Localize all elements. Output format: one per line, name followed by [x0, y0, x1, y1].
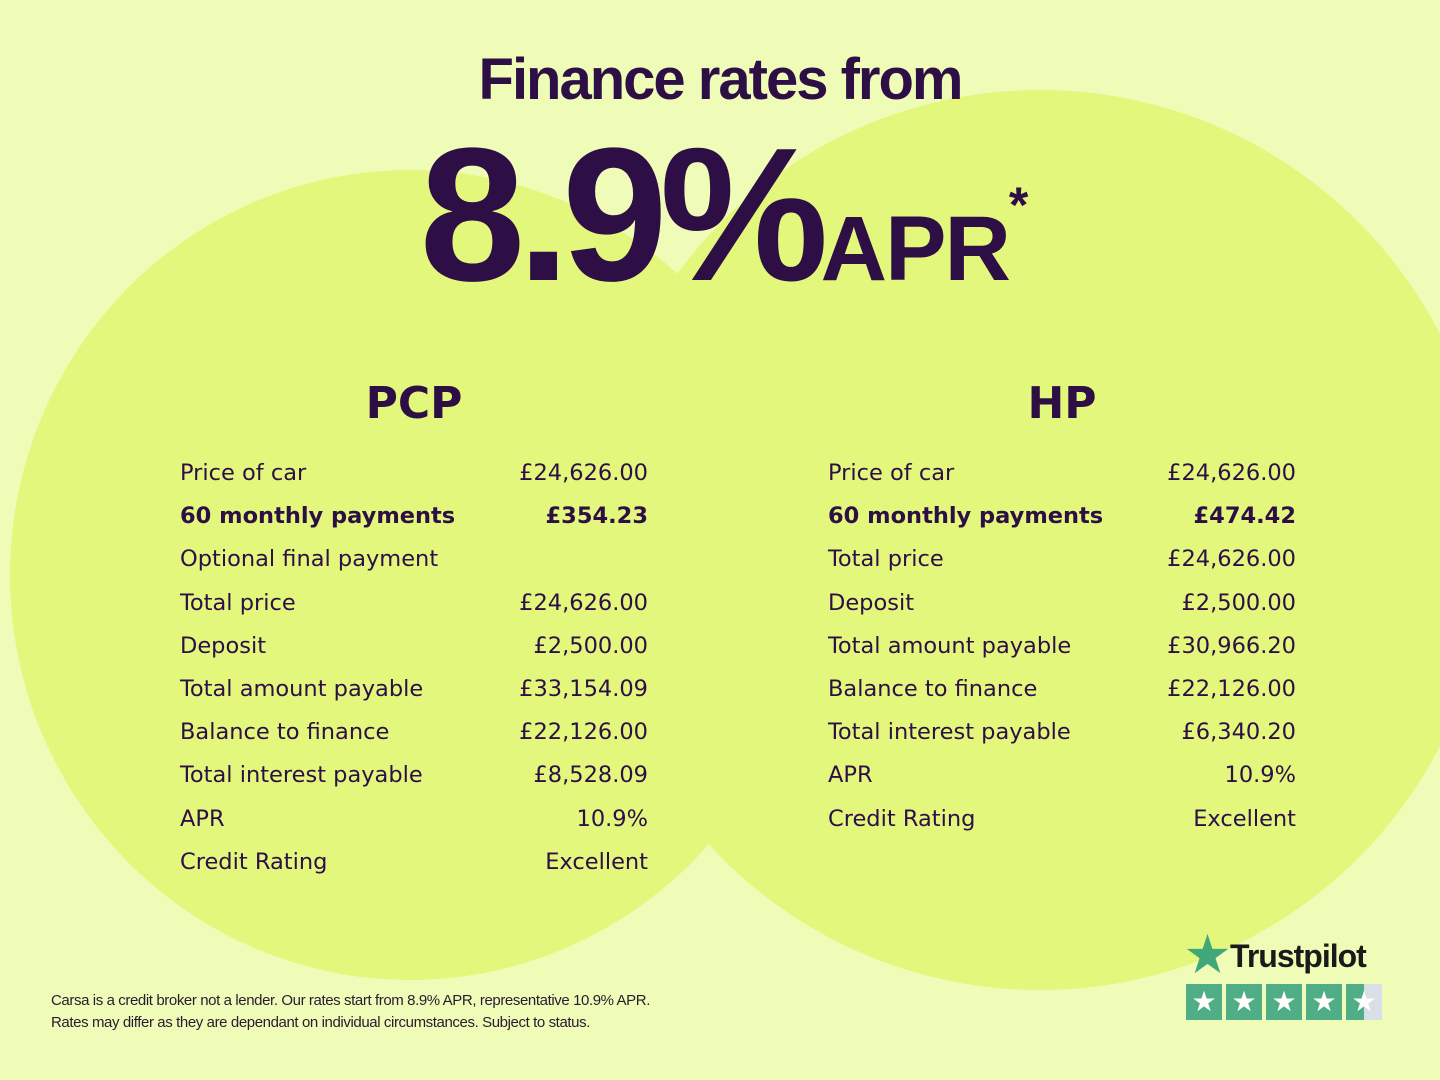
row-label: Deposit — [828, 589, 915, 616]
table-row: Optional final payment — [180, 538, 648, 581]
hp-title: HP — [1027, 378, 1097, 429]
row-value: £24,626.00 — [519, 460, 648, 486]
row-label: Total price — [828, 546, 944, 573]
row-value: £24,626.00 — [519, 589, 648, 616]
table-row: Total interest payable £8,528.09 — [180, 754, 648, 797]
row-label: APR — [828, 762, 873, 789]
rate-value: 8.9% — [419, 109, 829, 321]
rating-star-icon: ★ — [1186, 984, 1222, 1020]
row-value: Excellent — [545, 848, 648, 875]
background-circle-right — [590, 90, 1440, 990]
table-row: Total amount payable £30,966.20 — [828, 625, 1296, 668]
table-row: Total interest payable £6,340.20 — [828, 711, 1296, 754]
row-label: Total interest payable — [828, 719, 1071, 746]
row-value: £30,966.20 — [1167, 632, 1296, 659]
headline-title: Finance rates from — [478, 47, 964, 112]
row-value: £24,626.00 — [1167, 546, 1296, 573]
row-value: 10.9% — [1224, 762, 1296, 789]
disclaimer: Carsa is a credit broker not a lender. O… — [51, 990, 650, 1034]
row-value: £22,126.00 — [519, 719, 648, 746]
row-label: Price of car — [180, 460, 307, 486]
row-value: £6,340.20 — [1181, 719, 1296, 746]
table-row: Total price £24,626.00 — [828, 538, 1296, 581]
row-value: £354.23 — [545, 503, 648, 530]
table-row: Deposit £2,500.00 — [828, 582, 1296, 625]
trustpilot-star-icon: ★ — [1186, 929, 1229, 982]
row-value: £8,528.09 — [533, 762, 648, 789]
table-row: Price of car £24,626.00 — [828, 452, 1296, 495]
row-label: Balance to finance — [180, 719, 390, 746]
table-row: APR 10.9% — [180, 798, 648, 841]
trustpilot-badge: ★ Trustpilot ★ ★ ★ ★ ★ — [1186, 929, 1382, 1020]
row-label: Credit Rating — [828, 805, 976, 832]
disclaimer-line-1: Carsa is a credit broker not a lender. O… — [51, 992, 650, 1009]
trustpilot-logo: ★ Trustpilot — [1186, 929, 1382, 982]
row-label: Credit Rating — [180, 848, 328, 875]
rating-star-icon: ★ — [1346, 984, 1382, 1020]
trustpilot-rating: ★ ★ ★ ★ ★ — [1186, 984, 1382, 1020]
rating-star-icon: ★ — [1266, 984, 1302, 1020]
row-label: Deposit — [180, 632, 267, 659]
table-row: 60 monthly payments £474.42 — [828, 495, 1296, 538]
row-value: £2,500.00 — [533, 632, 648, 659]
apr-label: APR — [820, 198, 1011, 300]
table-row: APR 10.9% — [828, 754, 1296, 797]
table-row: Credit Rating Excellent — [828, 798, 1296, 841]
table-row: Balance to finance £22,126.00 — [180, 711, 648, 754]
row-label: Total interest payable — [180, 762, 423, 789]
headline-rate: 8.9%APR* — [0, 120, 1440, 344]
row-label: APR — [180, 805, 225, 832]
table-row: Total amount payable £33,154.09 — [180, 668, 648, 711]
row-value: £24,626.00 — [1167, 460, 1296, 486]
table-row: Price of car £24,626.00 — [180, 452, 648, 495]
row-label: Total amount payable — [828, 632, 1072, 659]
row-label: Total amount payable — [180, 675, 424, 702]
table-row: Deposit £2,500.00 — [180, 625, 648, 668]
table-row: Total price £24,626.00 — [180, 582, 648, 625]
row-value: 10.9% — [576, 805, 648, 832]
row-label: Balance to finance — [828, 675, 1038, 702]
rating-star-icon: ★ — [1226, 984, 1262, 1020]
rating-star-icon: ★ — [1306, 984, 1342, 1020]
pcp-table: PCP Price of car £24,626.00 60 monthly pay… — [180, 378, 648, 884]
asterisk: * — [1008, 177, 1029, 233]
table-row: Balance to finance £22,126.00 — [828, 668, 1296, 711]
row-value: £474.42 — [1193, 503, 1296, 530]
trustpilot-name: Trustpilot — [1230, 937, 1367, 974]
pcp-title: PCP — [365, 378, 463, 429]
row-value: £2,500.00 — [1181, 589, 1296, 616]
row-label: Optional final payment — [180, 546, 439, 573]
row-value: Excellent — [1193, 805, 1296, 832]
row-label: Total price — [180, 589, 296, 616]
hp-table: HP Price of car £24,626.00 60 monthly paym… — [828, 378, 1296, 841]
table-row: 60 monthly payments £354.23 — [180, 495, 648, 538]
row-label: 60 monthly payments — [828, 503, 1104, 530]
row-value: £33,154.09 — [519, 675, 648, 702]
row-label: 60 monthly payments — [180, 503, 456, 530]
table-row: Credit Rating Excellent — [180, 841, 648, 884]
disclaimer-line-2: Rates may differ as they are dependant o… — [51, 1014, 590, 1031]
row-value: £22,126.00 — [1167, 675, 1296, 702]
row-label: Price of car — [828, 460, 955, 486]
